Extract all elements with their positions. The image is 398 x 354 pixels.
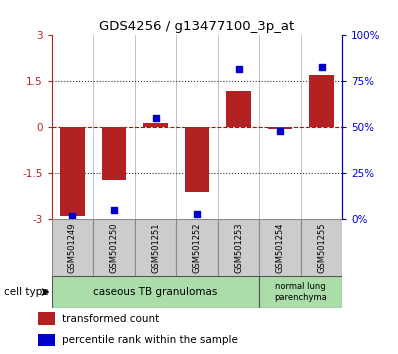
Bar: [143, 123, 168, 127]
Bar: [93, 219, 135, 276]
Text: GSM501254: GSM501254: [275, 223, 285, 273]
Bar: [52, 276, 259, 308]
Point: [194, 211, 200, 217]
Text: GSM501250: GSM501250: [109, 223, 119, 273]
Bar: [301, 219, 342, 276]
Bar: [226, 91, 251, 127]
Text: cell type: cell type: [4, 287, 49, 297]
Bar: [38, 333, 55, 346]
Text: GSM501253: GSM501253: [234, 222, 243, 273]
Text: transformed count: transformed count: [62, 314, 160, 324]
Bar: [60, 127, 85, 216]
Point: [111, 207, 117, 213]
Text: caseous TB granulomas: caseous TB granulomas: [93, 287, 218, 297]
Bar: [38, 312, 55, 325]
Title: GDS4256 / g13477100_3p_at: GDS4256 / g13477100_3p_at: [100, 20, 295, 33]
Bar: [135, 219, 176, 276]
Bar: [176, 219, 218, 276]
Point: [152, 115, 159, 121]
Text: GSM501255: GSM501255: [317, 223, 326, 273]
Point: [69, 213, 76, 219]
Text: GSM501252: GSM501252: [193, 223, 201, 273]
Text: normal lung
parenchyma: normal lung parenchyma: [274, 282, 327, 302]
Bar: [259, 219, 301, 276]
Text: GSM501251: GSM501251: [151, 223, 160, 273]
Text: percentile rank within the sample: percentile rank within the sample: [62, 335, 238, 345]
Bar: [218, 219, 259, 276]
Text: GSM501249: GSM501249: [68, 223, 77, 273]
Bar: [52, 219, 93, 276]
Point: [318, 64, 325, 69]
Bar: [309, 75, 334, 127]
Bar: [185, 127, 209, 192]
Bar: [259, 276, 342, 308]
Point: [235, 66, 242, 72]
Point: [277, 128, 283, 134]
Bar: [101, 127, 127, 179]
Bar: [267, 127, 293, 129]
